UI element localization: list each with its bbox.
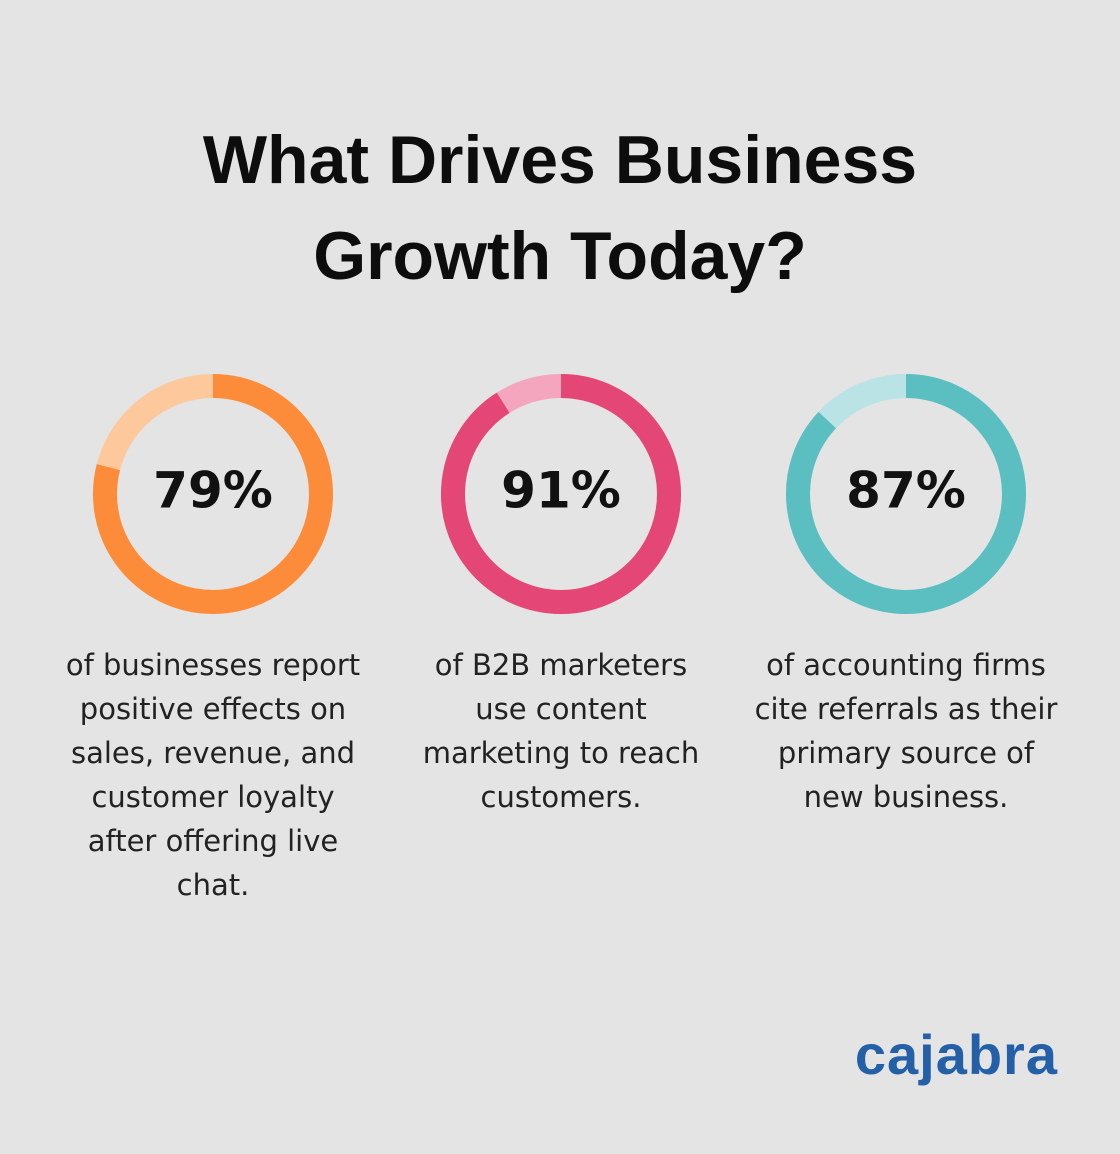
caption-line: after offering live (88, 824, 339, 858)
caption-line: chat. (177, 868, 250, 902)
caption-line: customer loyalty (91, 780, 334, 814)
caption-line: marketing to reach (423, 736, 700, 770)
donut-arc (786, 374, 1026, 614)
caption-line: sales, revenue, and (71, 736, 355, 770)
caption-line: of businesses report (66, 648, 360, 682)
donut-arc (93, 374, 333, 614)
caption-line: cite referrals as their (755, 692, 1058, 726)
value-label: 91% (501, 462, 621, 520)
caption-line: positive effects on (80, 692, 346, 726)
caption-line: customers. (481, 780, 642, 814)
caption-line: of B2B marketers (435, 648, 687, 682)
logo: cajabra (854, 1023, 1058, 1086)
caption-line: new business. (804, 780, 1009, 814)
value-label: 87% (846, 462, 966, 520)
title: What Drives Business Growth Today? (202, 122, 918, 294)
caption-line: primary source of (778, 736, 1035, 770)
caption-line: of accounting firms (766, 648, 1046, 682)
donut-arc (441, 374, 681, 614)
value-label: 79% (153, 462, 273, 520)
caption-line: use content (475, 692, 647, 726)
